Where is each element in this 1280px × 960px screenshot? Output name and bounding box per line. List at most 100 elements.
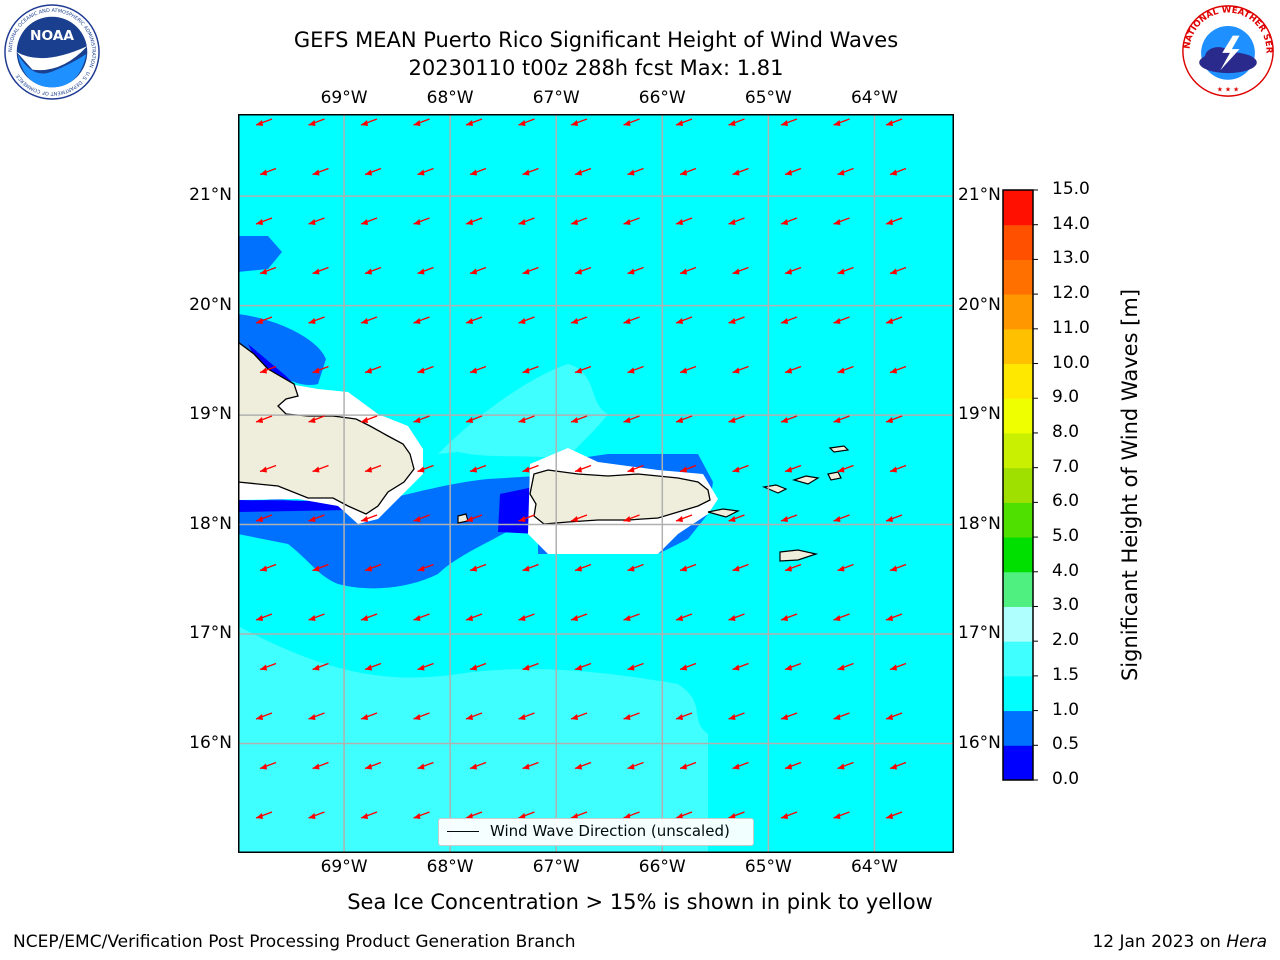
colorbar-tick-label: 1.0 — [1052, 699, 1080, 720]
wind-wave-arrow — [623, 217, 640, 225]
wind-wave-arrow — [837, 563, 854, 572]
wind-wave-arrow — [784, 266, 802, 275]
colorbar-swatch — [1003, 537, 1033, 573]
colorbar-tick-label: 8.0 — [1052, 421, 1080, 442]
wind-wave-arrow — [780, 514, 798, 522]
legend-label: Wind Wave Direction (unscaled) — [490, 822, 730, 840]
lat-tick-label: 21°N — [189, 185, 232, 206]
wind-wave-arrow — [833, 811, 850, 819]
wind-wave-arrow — [469, 563, 487, 572]
wind-wave-arrow — [889, 365, 907, 374]
map-panel — [238, 114, 954, 853]
wind-wave-arrow — [889, 563, 907, 572]
wind-wave-arrow — [679, 266, 697, 275]
lat-tick-label-right: 16°N — [958, 732, 1001, 753]
wind-wave-arrow — [833, 613, 850, 621]
lon-tick-label: 66°W — [638, 857, 686, 877]
wind-wave-arrow — [413, 811, 430, 819]
colorbar-tick-label: 0.0 — [1052, 769, 1080, 789]
credit-line: NCEP/EMC/Verification Post Processing Pr… — [13, 932, 576, 952]
wind-wave-arrow — [732, 563, 749, 572]
wind-wave-arrow — [364, 167, 382, 176]
lat-tick-label: 19°N — [189, 404, 232, 425]
wind-wave-arrow — [574, 464, 592, 473]
wind-wave-arrow — [574, 266, 592, 275]
wind-wave-arrow — [623, 514, 640, 522]
lon-tick-label: 65°W — [744, 857, 792, 877]
lat-tick-label-right: 19°N — [958, 404, 1001, 425]
wind-wave-arrow — [570, 316, 588, 324]
wind-wave-arrow — [417, 464, 434, 473]
lon-tick-label: 66°W — [638, 88, 686, 108]
lat-tick-label-right: 20°N — [958, 294, 1001, 315]
wind-wave-arrow — [679, 563, 697, 572]
wind-wave-arrow — [885, 316, 903, 324]
wind-wave-arrow — [465, 811, 483, 819]
wind-wave-arrow — [732, 365, 749, 374]
wind-wave-arrow — [417, 761, 434, 770]
wind-wave-arrow — [469, 266, 487, 275]
wind-wave-arrow — [627, 761, 644, 770]
wind-wave-arrow — [469, 365, 487, 374]
wind-wave-arrow — [518, 217, 535, 225]
chart-subtitle: 20230110 t00z 288h fcst Max: 1.81 — [408, 56, 784, 80]
wind-wave-arrow — [837, 464, 854, 473]
lon-tick-label: 69°W — [320, 857, 368, 877]
wind-wave-arrow — [364, 761, 382, 770]
map-gridlines — [238, 114, 954, 853]
wind-wave-arrow — [308, 811, 325, 819]
colorbar-swatch — [1003, 502, 1033, 538]
wind-wave-arrow — [780, 217, 798, 225]
wind-wave-arrow — [570, 415, 588, 423]
colorbar-swatch — [1003, 571, 1033, 607]
sea-ice-caption: Sea Ice Concentration > 15% is shown in … — [347, 890, 933, 914]
lat-tick-label: 16°N — [189, 732, 232, 753]
wind-wave-arrow — [312, 266, 329, 275]
wind-wave-arrow — [675, 118, 693, 126]
wind-wave-arrow — [833, 415, 850, 423]
wind-wave-arrow — [885, 415, 903, 423]
wind-wave-arrow — [837, 365, 854, 374]
land-virgin-islands-c — [827, 471, 842, 481]
machine-name: Hera — [1226, 932, 1267, 952]
wind-wave-arrow — [255, 415, 273, 423]
wind-wave-arrow — [679, 167, 697, 176]
wind-wave-arrow — [837, 761, 854, 770]
wind-wave-arrow — [675, 712, 693, 720]
wind-wave-arrow — [570, 514, 588, 522]
wind-wave-arrow — [413, 217, 430, 225]
wind-wave-arrow — [570, 811, 588, 819]
colorbar-tick-label: 4.0 — [1052, 560, 1080, 581]
lat-tick-label-right: 18°N — [958, 513, 1001, 534]
wind-wave-arrow — [780, 712, 798, 720]
wind-wave-arrow — [255, 613, 273, 621]
colorbar-tick-label: 11.0 — [1052, 317, 1090, 338]
wave-contour-0p5-1p0-west — [238, 314, 326, 385]
wind-wave-arrow — [784, 563, 802, 572]
wind-wave-arrow — [885, 217, 903, 225]
wind-wave-arrow — [465, 514, 483, 522]
wind-wave-arrow — [465, 415, 483, 423]
colorbar-tick-label: 3.0 — [1052, 595, 1080, 616]
wind-wave-arrow — [784, 662, 802, 671]
wind-wave-arrow — [465, 118, 483, 126]
wind-wave-arrow — [885, 811, 903, 819]
wind-wave-arrow — [360, 613, 378, 621]
wind-wave-arrow — [679, 761, 697, 770]
wind-wave-arrow — [413, 415, 430, 423]
lon-tick-label: 67°W — [532, 857, 580, 877]
wind-wave-arrow — [417, 563, 434, 572]
colorbar-swatch — [1003, 259, 1033, 295]
wind-wave-arrow — [627, 167, 644, 176]
wind-wave-arrow — [833, 217, 850, 225]
wind-wave-arrow — [728, 514, 745, 522]
wind-wave-arrow — [833, 118, 850, 126]
colorbar-tick-label: 1.5 — [1052, 664, 1080, 685]
wind-wave-arrow — [780, 415, 798, 423]
wind-wave-arrow — [889, 167, 907, 176]
lon-tick-label: 64°W — [850, 88, 898, 108]
wind-wave-arrow — [465, 316, 483, 324]
wind-wave-arrow — [413, 712, 430, 720]
wind-wave-arrow — [417, 365, 434, 374]
land-puerto-rico — [529, 469, 711, 525]
